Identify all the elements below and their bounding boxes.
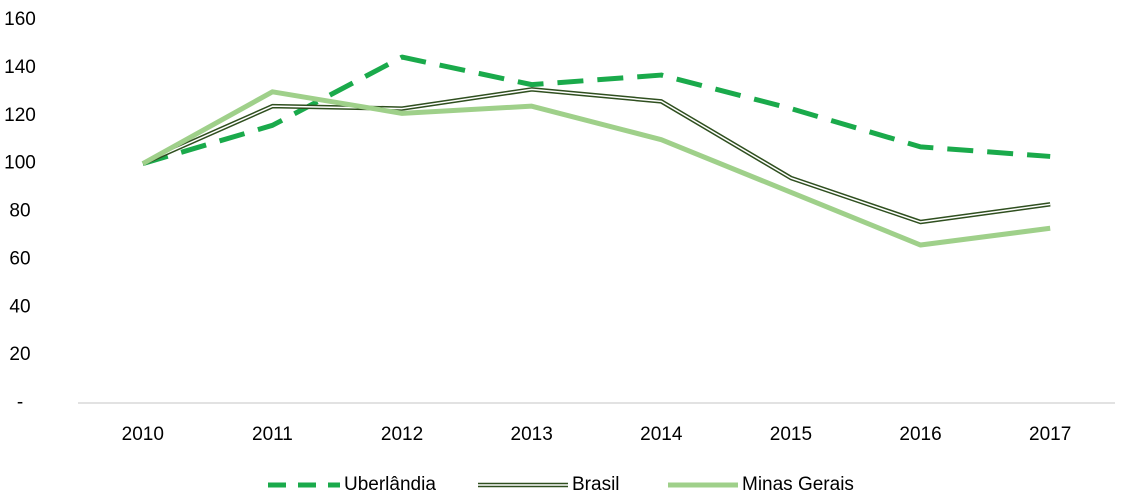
y-tick-label: 100 (4, 153, 36, 174)
x-tick-label: 2012 (381, 424, 423, 445)
y-tick-label: 20 (9, 344, 30, 365)
y-tick-label: 60 (9, 248, 30, 269)
line-series (141, 89, 1051, 248)
x-tick-label: 2010 (122, 424, 164, 445)
x-tick-label: 2016 (899, 424, 941, 445)
legend-label: Minas Gerais (742, 474, 854, 494)
legend-label: Brasil (572, 474, 620, 494)
y-tick-label: - (17, 392, 23, 413)
line-series (142, 54, 1051, 167)
y-tick-label: 80 (9, 201, 30, 222)
y-tick-label: 120 (4, 105, 36, 126)
x-tick-label: 2017 (1029, 424, 1071, 445)
y-tick-label: 140 (4, 57, 36, 78)
x-tick-label: 2015 (770, 424, 812, 445)
line-series-inner (142, 88, 1051, 223)
x-tick-label: 2013 (511, 424, 553, 445)
y-tick-label: 40 (9, 296, 30, 317)
line-series (141, 87, 1051, 225)
x-tick-label: 2014 (640, 424, 683, 445)
legend-label: Uberlândia (344, 474, 436, 494)
y-tick-label: 160 (4, 9, 36, 30)
x-tick-label: 2011 (252, 424, 293, 445)
